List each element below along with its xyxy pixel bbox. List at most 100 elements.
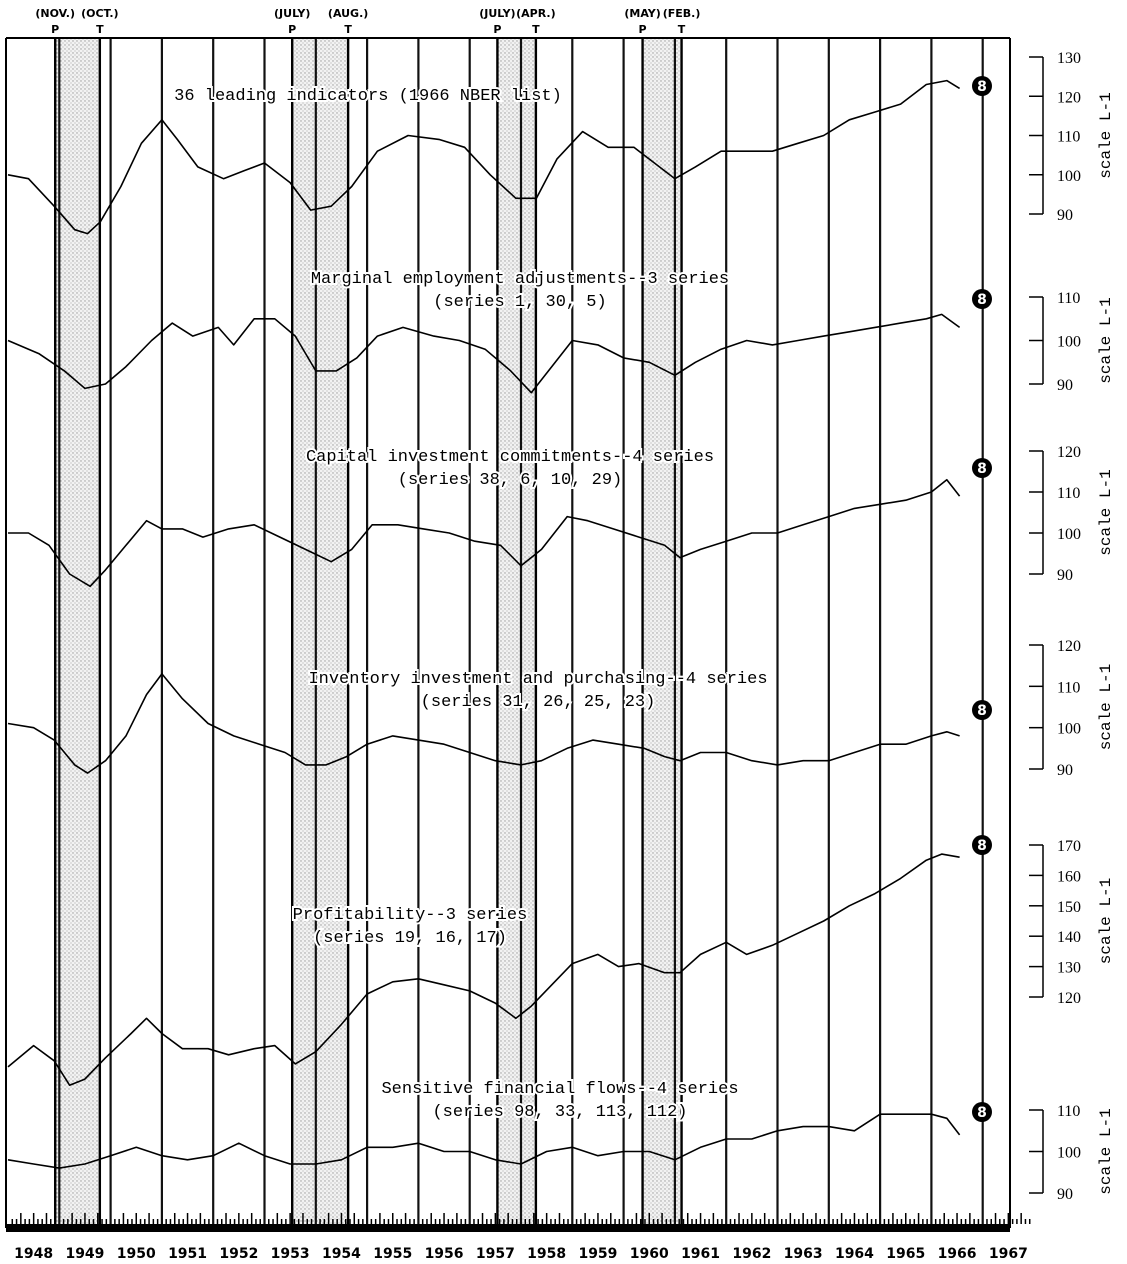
- scale-tick-label: 100: [1057, 168, 1081, 185]
- scale-label: scale L-1: [1097, 1108, 1115, 1194]
- series-title-3: Inventory investment and purchasing--4 s…: [308, 670, 767, 689]
- scale-tick-label: 90: [1057, 377, 1073, 394]
- x-tick-label: 1964: [835, 1246, 874, 1262]
- scale-label: scale L-1: [1097, 92, 1115, 178]
- scale-label: scale L-1: [1097, 878, 1115, 964]
- x-tick-label: 1948: [14, 1246, 53, 1262]
- scale-circle-label: 8: [977, 703, 987, 719]
- x-tick-label: 1954: [322, 1246, 361, 1262]
- scale-circle-label: 8: [977, 292, 987, 308]
- scale-layer: 8 130 120 110 100 90 scale L-1 8 110 100 90 scale L…: [972, 50, 1115, 1203]
- turning-point-month: (JULY): [274, 7, 310, 20]
- scale-tick-label: 120: [1057, 638, 1081, 655]
- x-axis: 1948 1949 1950 1951 1952 1953 1954 1955 1956 1957…: [6, 1213, 1031, 1262]
- series-line-0: [7, 79, 961, 235]
- x-tick-label: 1961: [681, 1246, 720, 1262]
- x-tick-label: 1956: [425, 1246, 464, 1262]
- x-tick-label: 1959: [578, 1246, 617, 1262]
- x-tick-label: 1950: [117, 1246, 156, 1262]
- series-line-1: [7, 313, 961, 394]
- scale-label: scale L-1: [1097, 297, 1115, 383]
- scale-circle-marker: [972, 1102, 992, 1122]
- scale-circle-marker: [972, 835, 992, 855]
- turning-point-mark: T: [532, 23, 540, 36]
- recession-band-2: [497, 38, 536, 1228]
- scale-tick-label: 100: [1057, 721, 1081, 738]
- scale-tick-label: 120: [1057, 990, 1081, 1007]
- scale-circle-marker: [972, 289, 992, 309]
- scale-tick-label: 140: [1057, 929, 1081, 946]
- scale-tick-label: 90: [1057, 207, 1073, 224]
- x-tick-label: 1955: [373, 1246, 412, 1262]
- scale-circle-marker: [972, 458, 992, 478]
- x-tick-label: 1957: [476, 1246, 515, 1262]
- turning-point-mark: P: [493, 23, 501, 36]
- x-axis-baseline: [6, 1224, 1010, 1232]
- series-subtitle-1: (series 1, 30, 5): [433, 293, 606, 312]
- year-lines-layer: [53, 38, 984, 1228]
- x-tick-label: 1952: [219, 1246, 258, 1262]
- series-line-2: [8, 478, 961, 588]
- turning-point-mark: T: [678, 23, 686, 36]
- series-line-5: [7, 1113, 961, 1169]
- x-tick-label: 1949: [65, 1246, 104, 1262]
- recession-shading-layer: [55, 38, 682, 1228]
- x-tick-label: 1960: [630, 1246, 669, 1262]
- recession-band-0: [55, 38, 100, 1228]
- scale-circle-marker: [972, 76, 992, 96]
- scale-tick-label: 110: [1057, 1103, 1080, 1120]
- scale-circle-label: 8: [977, 1105, 987, 1121]
- turning-point-mark: T: [96, 23, 104, 36]
- scale-tick-label: 110: [1057, 485, 1080, 502]
- series-subtitle-5: (series 98, 33, 113, 112): [432, 1103, 687, 1122]
- series-title-1: Marginal employment adjustments--3 serie…: [311, 270, 729, 289]
- turning-point-month: (NOV.): [35, 7, 75, 20]
- turning-point-month: (JULY): [479, 7, 515, 20]
- x-tick-label: 1965: [886, 1246, 925, 1262]
- turning-point-month: (APR.): [516, 7, 555, 20]
- series-subtitle-4: (series 19, 16, 17): [313, 929, 507, 948]
- scale-tick-label: 170: [1057, 838, 1081, 855]
- scale-tick-label: 100: [1057, 334, 1081, 351]
- scale-circle-label: 8: [977, 79, 987, 95]
- x-tick-label: 1967: [989, 1246, 1028, 1262]
- x-tick-label: 1951: [168, 1246, 207, 1262]
- scale-circle-label: 8: [977, 838, 987, 854]
- turning-point-mark: P: [51, 23, 59, 36]
- x-tick-label: 1958: [527, 1246, 566, 1262]
- scale-tick-label: 90: [1057, 567, 1073, 584]
- series-title-0: 36 leading indicators (1966 NBER list): [174, 87, 562, 106]
- x-tick-label: 1966: [938, 1246, 977, 1262]
- scale-tick-label: 160: [1057, 868, 1081, 885]
- turning-point-month: (OCT.): [81, 7, 119, 20]
- scale-tick-label: 130: [1057, 50, 1081, 67]
- recession-band-1: [292, 38, 349, 1228]
- x-tick-label: 1963: [784, 1246, 823, 1262]
- series-title-5: Sensitive financial flows--4 series: [381, 1080, 738, 1099]
- scale-tick-label: 110: [1057, 290, 1080, 307]
- scale-tick-label: 100: [1057, 1145, 1081, 1162]
- series-title-2: Capital investment commitments--4 series: [306, 448, 714, 467]
- series-subtitle-3: (series 31, 26, 25, 23): [421, 693, 656, 712]
- scale-circle-marker: [972, 700, 992, 720]
- plot-frame: [5, 37, 1011, 1228]
- x-tick-label: 1962: [732, 1246, 771, 1262]
- scale-tick-label: 150: [1057, 899, 1081, 916]
- series-layer: 36 leading indicators (1966 NBER list) Ma…: [7, 79, 961, 1169]
- series-line-3: [7, 673, 960, 774]
- scale-tick-label: 90: [1057, 762, 1073, 779]
- turning-point-month: (AUG.): [328, 7, 368, 20]
- scale-tick-label: 130: [1057, 960, 1081, 977]
- scale-tick-label: 120: [1057, 89, 1081, 106]
- turning-point-month: (FEB.): [663, 7, 701, 20]
- scale-tick-label: 100: [1057, 526, 1081, 543]
- scale-tick-label: 110: [1057, 129, 1080, 146]
- turning-point-month: (MAY): [624, 7, 660, 20]
- turning-point-markers: (NOV.) P (OCT.) T (JULY) P (AUG.) T (JULY) P (APR.…: [35, 7, 700, 36]
- turning-point-mark: P: [639, 23, 647, 36]
- series-line-4: [7, 853, 960, 1086]
- turning-point-mark: T: [344, 23, 352, 36]
- scale-circle-label: 8: [977, 461, 987, 477]
- scale-tick-label: 90: [1057, 1186, 1073, 1203]
